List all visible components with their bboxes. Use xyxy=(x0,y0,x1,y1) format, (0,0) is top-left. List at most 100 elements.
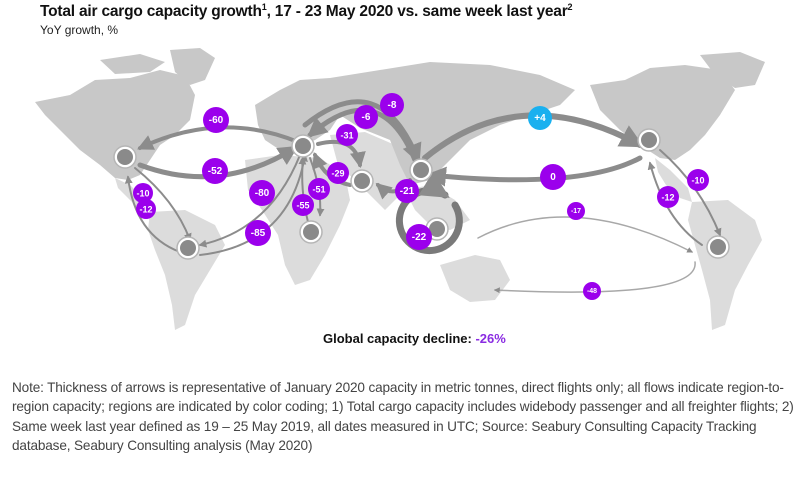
land-greenland xyxy=(170,48,215,85)
badge-value: -31 xyxy=(340,131,353,141)
badge-circle xyxy=(308,178,330,200)
badge-value: -21 xyxy=(400,186,415,197)
land-north-america-east xyxy=(590,65,735,160)
badge-value: -10 xyxy=(136,189,149,199)
flow-badge-asia-to-north-america-east: +4 xyxy=(528,106,552,130)
land-south-america-east xyxy=(688,200,762,330)
flow-badge-latin-america-east-to-north-america-east: -12 xyxy=(657,186,679,208)
badge-circle xyxy=(406,224,432,250)
footnote: Note: Thickness of arrows is representat… xyxy=(12,380,794,453)
hub-dot xyxy=(180,240,196,256)
flow-badge-southeast-asia-to-southeast-asia: -22 xyxy=(406,224,432,250)
flow-badge-north-america-to-latin-america: -10 xyxy=(133,183,153,203)
hub-dot xyxy=(303,224,319,240)
badge-value: -8 xyxy=(388,100,397,111)
badge-value: -12 xyxy=(661,193,674,203)
flow-badge-asia-to-europe: -6 xyxy=(354,105,378,129)
arrow-eu-la xyxy=(198,154,301,248)
hub-north-america-east xyxy=(637,128,661,152)
flow-badge-europe-to-asia: -8 xyxy=(380,93,404,117)
badge-circle xyxy=(528,106,552,130)
global-capacity-label: Global capacity decline: xyxy=(323,331,476,346)
badge-value: -55 xyxy=(296,201,309,211)
hub-dot xyxy=(117,149,133,165)
badge-circle xyxy=(395,179,419,203)
badge-value: -22 xyxy=(412,232,427,243)
flow-badge-north-america-east-to-latin-america-east: -10 xyxy=(687,169,709,191)
global-capacity-summary: Global capacity decline: -26% xyxy=(323,331,506,346)
land-australia xyxy=(440,255,510,302)
arrow-af-eu xyxy=(298,156,309,223)
hub-europe xyxy=(291,134,315,158)
flow-badge-europe-to-latin-america: -85 xyxy=(245,220,271,246)
hub-dot xyxy=(295,138,311,154)
badge-value: -80 xyxy=(255,188,270,199)
badge-value: -10 xyxy=(691,176,704,186)
arrow-la-eu xyxy=(199,153,308,256)
flow-badge-middle-east-to-europe: -29 xyxy=(327,162,349,184)
flow-badge-north-america-to-europe: -52 xyxy=(202,158,228,184)
hub-dot xyxy=(641,132,657,148)
badge-value: -60 xyxy=(209,115,224,126)
badge-circle xyxy=(657,186,679,208)
land-north-america xyxy=(35,70,195,180)
footnote-ref-1: 1 xyxy=(261,1,267,12)
land-south-america xyxy=(148,210,225,330)
arrow-seasia-la xyxy=(477,216,694,253)
flow-badge-europe-to-north-america: -60 xyxy=(203,107,229,133)
hub-africa xyxy=(299,220,323,244)
footnote-ref-2: 2 xyxy=(567,1,573,12)
flow-badge-asia-to-middle-east: -21 xyxy=(395,179,419,203)
badge-value: -29 xyxy=(331,169,344,179)
hub-dot xyxy=(710,239,726,255)
badge-value: 0 xyxy=(550,172,556,183)
arrow-la-na-east xyxy=(647,161,703,246)
world-flow-map: -60 -52 -10 -12 -85 -80 -55-51 -31 -29 -6 -8 -21 -22… xyxy=(35,48,765,330)
badge-value: -17 xyxy=(571,208,581,215)
hub-dot xyxy=(429,221,445,237)
badge-circle xyxy=(133,183,153,203)
badge-value: -6 xyxy=(362,112,371,123)
arrow-as-na xyxy=(422,112,645,161)
arrow-na-la xyxy=(134,167,192,242)
hub-north-america xyxy=(113,145,137,169)
global-capacity-value: -26% xyxy=(475,331,506,346)
badge-circle xyxy=(202,158,228,184)
badge-circle xyxy=(336,124,358,146)
title-rest: , 17 - 23 May 2020 vs. same week last ye… xyxy=(266,3,568,20)
hub-asia xyxy=(409,158,433,182)
flow-badge-latin-america-to-europe: -80 xyxy=(249,180,275,206)
arrow-la-seasia xyxy=(493,261,696,294)
hub-latin-america-east xyxy=(706,235,730,259)
badge-circle xyxy=(687,169,709,191)
chart-subtitle: YoY growth, % xyxy=(40,23,119,37)
flow-badge-north-america-east-to-asia: 0 xyxy=(540,164,566,190)
badge-circle xyxy=(540,164,566,190)
arrow-la-na xyxy=(124,175,181,253)
flow-badge-southeast-asia-to-latin-america-east: -17 xyxy=(567,202,585,220)
flow-badge-latin-america-to-north-america: -12 xyxy=(136,199,156,219)
land-greenland-east xyxy=(700,52,765,88)
hub-middle-east xyxy=(350,169,374,193)
chart-title: Total air cargo capacity growth1, 17 - 2… xyxy=(40,1,573,21)
badge-value: -85 xyxy=(251,228,266,239)
badge-value: -48 xyxy=(587,288,597,295)
badge-circle xyxy=(292,194,314,216)
badge-circle xyxy=(327,162,349,184)
hub-latin-america xyxy=(176,236,200,260)
arrow-eu-as xyxy=(302,99,422,164)
badge-circle xyxy=(567,202,585,220)
flow-badge-europe-to-africa: -55 xyxy=(292,194,314,216)
badge-circle xyxy=(380,93,404,117)
badge-circle xyxy=(203,107,229,133)
title-main: Total air cargo capacity growth xyxy=(40,3,262,20)
badge-value: +4 xyxy=(534,113,546,124)
flow-badge-africa-to-europe: -51 xyxy=(308,178,330,200)
badge-value: -52 xyxy=(208,166,223,177)
badge-circle xyxy=(136,199,156,219)
hub-dot xyxy=(413,162,429,178)
badge-value: -12 xyxy=(139,205,152,215)
region-hubs xyxy=(113,128,730,260)
land-asia xyxy=(330,62,575,185)
flow-badge-europe-to-middle-east: -31 xyxy=(336,124,358,146)
